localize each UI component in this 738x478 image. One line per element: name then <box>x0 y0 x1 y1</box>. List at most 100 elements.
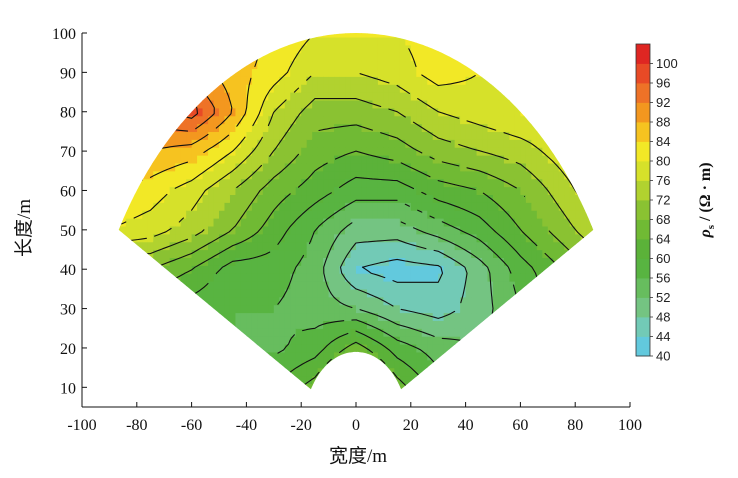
field-cell <box>471 304 478 314</box>
field-cell <box>465 202 472 211</box>
field-cell <box>279 147 286 156</box>
field-cell <box>432 281 439 290</box>
field-cell <box>262 123 269 133</box>
field-cell <box>197 257 204 266</box>
field-cell <box>372 312 379 321</box>
field-cell <box>410 92 417 101</box>
field-cell <box>197 76 204 85</box>
field-cell <box>460 162 467 172</box>
field-cell <box>503 233 511 243</box>
field-cell <box>575 99 582 109</box>
field-cell <box>399 147 406 156</box>
field-cell <box>597 139 603 147</box>
field-cell <box>399 225 406 235</box>
field-cell <box>219 328 226 337</box>
field-cell <box>350 320 357 329</box>
field-cell <box>118 68 121 77</box>
field-cell <box>378 391 384 399</box>
field-cell <box>471 76 478 85</box>
field-cell <box>262 351 269 361</box>
field-cell <box>169 194 176 203</box>
field-cell <box>317 60 324 70</box>
field-cell <box>109 210 115 218</box>
field-cell <box>361 186 368 196</box>
field-cell <box>251 304 258 314</box>
field-cell <box>438 36 445 46</box>
field-cell <box>520 241 527 251</box>
field-cell <box>131 115 138 125</box>
field-cell <box>482 155 489 164</box>
field-cell <box>558 76 565 85</box>
field-cell <box>197 241 204 251</box>
field-cell <box>558 304 565 314</box>
field-cell <box>350 288 357 298</box>
field-cell <box>208 194 215 203</box>
field-cell <box>580 320 587 329</box>
field-cell <box>208 257 215 266</box>
field-cell <box>219 249 226 258</box>
field-cell <box>498 170 505 180</box>
field-cell <box>465 367 472 377</box>
field-cell <box>186 336 193 345</box>
field-cell <box>471 202 478 211</box>
field-cell <box>356 391 362 399</box>
field-cell <box>301 375 308 384</box>
field-cell <box>268 44 275 54</box>
field-cell <box>569 265 576 274</box>
field-cell <box>410 233 417 243</box>
field-cell <box>328 155 335 164</box>
field-cell <box>553 107 560 117</box>
field-cell <box>136 218 143 227</box>
field-cell <box>410 304 417 314</box>
field-cell <box>328 92 335 101</box>
field-cell <box>136 52 143 62</box>
field-cell <box>531 359 538 369</box>
field-cell <box>273 383 280 390</box>
field-cell <box>460 44 467 54</box>
field-cell <box>328 320 335 329</box>
field-cell <box>251 288 258 298</box>
field-cell <box>449 76 456 85</box>
field-cell <box>317 170 324 180</box>
field-cell <box>493 68 500 77</box>
field-cell <box>591 320 594 329</box>
field-cell <box>131 328 138 337</box>
field-cell <box>290 170 297 180</box>
field-cell <box>334 351 341 361</box>
field-cell <box>449 115 456 125</box>
field-cell <box>295 273 302 282</box>
field-cell <box>301 312 308 321</box>
field-cell <box>295 107 302 117</box>
field-cell <box>323 336 330 345</box>
field-cell <box>427 131 434 140</box>
field-cell <box>268 281 275 290</box>
field-cell <box>257 344 264 353</box>
field-cell <box>377 186 384 196</box>
field-cell <box>597 45 603 53</box>
field-cell <box>306 265 313 274</box>
field-cell <box>591 76 594 85</box>
field-cell <box>345 375 352 384</box>
field-cell <box>240 52 247 62</box>
field-cell <box>432 123 439 133</box>
field-cell <box>224 139 231 148</box>
field-cell <box>202 123 209 133</box>
field-cell <box>246 257 253 266</box>
field-cell <box>169 36 176 46</box>
field-cell <box>416 281 423 290</box>
field-cell <box>525 123 532 133</box>
field-cell <box>460 351 467 361</box>
field-cell <box>109 289 115 297</box>
field-cell <box>536 99 543 109</box>
field-cell <box>257 328 264 337</box>
field-cell <box>356 367 363 377</box>
field-cell <box>558 225 565 235</box>
field-cell <box>542 359 549 369</box>
field-cell <box>367 399 373 407</box>
field-cell <box>366 312 374 321</box>
field-cell <box>586 194 593 203</box>
field-cell <box>493 76 500 85</box>
field-cell <box>493 351 500 361</box>
field-cell <box>301 210 308 219</box>
field-cell <box>180 33 187 38</box>
